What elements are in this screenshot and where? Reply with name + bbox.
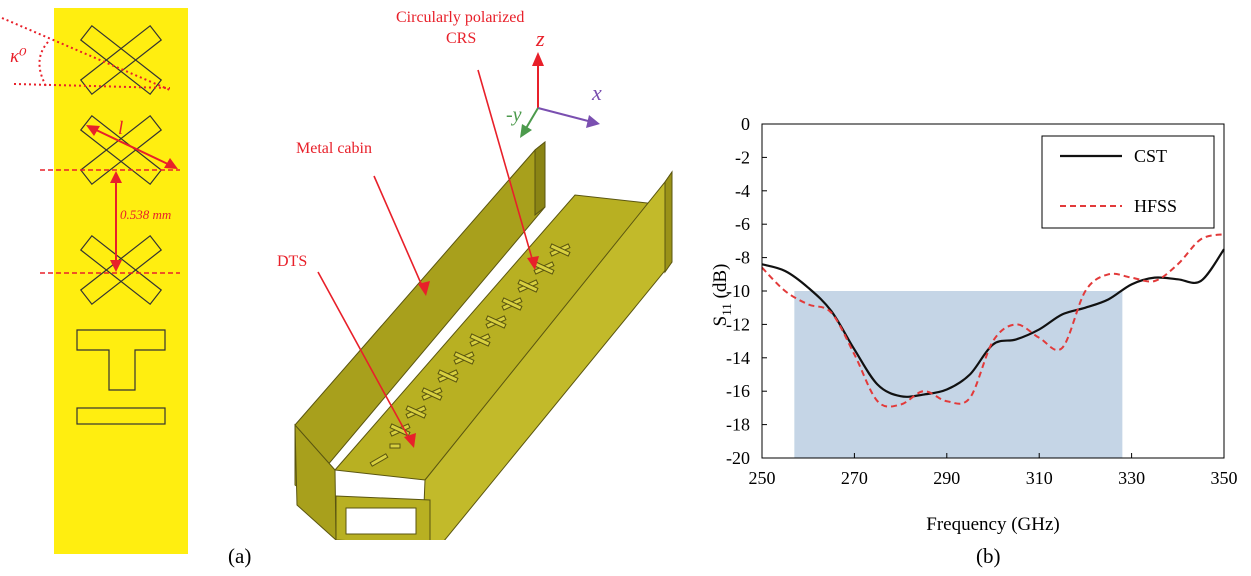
t-slot [76,329,166,391]
x-tick-label: 350 [1211,468,1238,488]
x-axis-label: x [592,80,602,105]
unit-cell-strip [1,8,188,554]
series-line-hfss [761,233,1225,408]
length-label: l [118,118,124,139]
y-tick-label: -18 [726,415,750,435]
x-tick-label: 290 [933,468,960,488]
y-tick-label: -10 [726,281,750,301]
z-axis-label: z [536,26,545,51]
waveguide-model [294,52,673,540]
crs-label-line2: CRS [446,30,477,47]
angle-annotation [1,17,171,91]
spacing-label: 0.538 mm [120,207,172,222]
annotation-arrows [317,69,539,448]
y-tick-label: -20 [726,448,750,468]
y-tick-label: -2 [735,147,750,167]
y-axis-title: S11 (dB) [710,264,734,327]
axis-triad [520,52,600,138]
x-slot-3 [79,234,163,306]
y-tick-label: 0 [741,114,750,134]
x-axis-title: Frequency (GHz) [926,514,1059,535]
y-tick-label: -14 [726,348,750,368]
x-tick-label: 250 [749,468,776,488]
y-axis-label: -y [506,104,522,126]
svg-text:S11 (dB): S11 (dB) [710,264,734,327]
dts-label: DTS [277,253,308,270]
y-tick-label: -12 [726,314,750,334]
x-slot-1 [79,24,163,96]
caption-a: (a) [228,544,252,568]
legend-hfss-label: HFSS [1134,196,1177,216]
x-tick-label: 310 [1026,468,1053,488]
y-tick-label: -8 [735,248,750,268]
crs-slot-array [369,243,571,467]
bar-slot [76,407,166,425]
x-tick-label: 330 [1118,468,1145,488]
angle-label: κ⁰ [10,46,27,67]
crs-label-line1: Circularly polarized [396,9,525,26]
legend-cst-label: CST [1134,146,1167,166]
s11-chart: 250 270 290 310 330 350 0 -2 -4 -6 -8 -10 -12 -14 -16 -… [710,114,1238,535]
chart-band [794,291,1123,458]
x-slot-2 [79,114,163,186]
legend: CST HFSS [1041,135,1215,229]
y-tick-label: -16 [726,381,750,401]
length-arrow [86,125,178,169]
y-tick-label: -6 [735,214,750,234]
spacing-annotation [40,169,180,274]
caption-b: (b) [976,544,1001,568]
x-tick-label: 270 [841,468,868,488]
metal-cabin-label: Metal cabin [296,140,372,157]
y-tick-label: -4 [735,181,750,201]
